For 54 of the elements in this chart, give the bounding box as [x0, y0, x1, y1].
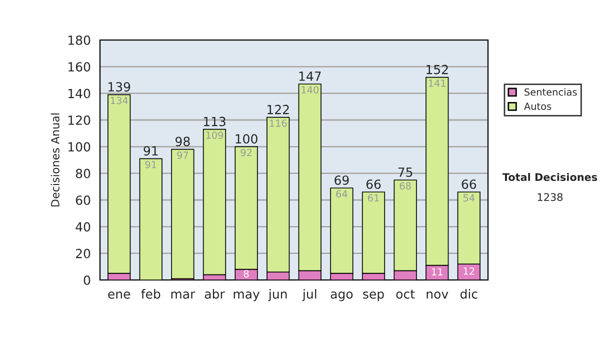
data-label: 12 — [464, 267, 474, 275]
data-label: 141 — [428, 80, 446, 87]
total-label: 69 — [334, 175, 349, 185]
y-tick-label: 160 — [68, 62, 90, 72]
legend-label: Autos — [524, 102, 552, 110]
data-label: 140 — [302, 86, 319, 94]
total-label: 98 — [176, 136, 190, 146]
y-tick-label: 60 — [76, 195, 90, 205]
data-label: 8 — [244, 270, 249, 278]
data-label: 91 — [145, 160, 156, 168]
y-axis-title: Decisiones Anual — [50, 114, 60, 206]
x-tick-label: dic — [460, 289, 478, 299]
y-tick-label: 40 — [76, 222, 90, 232]
data-label: 109 — [206, 132, 224, 139]
x-tick-label: ene — [108, 292, 130, 299]
data-label: 64 — [336, 190, 348, 198]
y-tick-label: 80 — [76, 168, 90, 178]
x-tick-label: jul — [302, 289, 316, 302]
data-label: 54 — [463, 194, 475, 202]
x-tick-label: sep — [363, 292, 384, 302]
data-label: 97 — [177, 152, 188, 159]
x-tick-label: ago — [330, 292, 353, 302]
total-label: 66 — [462, 179, 476, 189]
total-label: 113 — [204, 116, 226, 126]
data-label: 68 — [400, 182, 411, 190]
data-label: 134 — [110, 96, 128, 104]
total-label: 122 — [268, 104, 289, 114]
y-tick-label: 0 — [84, 275, 90, 285]
text: Total Decisiones — [502, 172, 598, 182]
x-tick-label: oct — [396, 290, 415, 299]
total-label: 147 — [299, 72, 321, 81]
y-tick-label: 20 — [76, 248, 90, 258]
x-tick-label: mar — [171, 292, 196, 299]
x-tick-label: jun — [268, 289, 287, 302]
y-tick-label: 140 — [68, 88, 90, 98]
legend-label: Sentencias — [524, 88, 577, 96]
total-label: 75 — [398, 168, 412, 177]
x-tick-label: may — [234, 292, 260, 302]
data-label: 116 — [270, 120, 287, 127]
total-label: 139 — [108, 82, 130, 92]
total-label: 152 — [426, 64, 448, 74]
data-label: 92 — [240, 148, 252, 156]
y-tick-label: 180 — [68, 35, 90, 45]
text: 1238 — [538, 193, 563, 202]
x-tick-label: abr — [204, 289, 225, 299]
x-tick-label: feb — [141, 289, 160, 299]
y-tick-label: 120 — [68, 115, 90, 125]
y-tick-label: 100 — [68, 142, 90, 152]
total-label: 91 — [144, 146, 158, 156]
x-tick-label: nov — [426, 292, 448, 299]
data-label: 11 — [432, 268, 442, 276]
total-label: 66 — [366, 179, 381, 189]
total-label: 100 — [236, 134, 258, 144]
data-label: 61 — [368, 194, 379, 202]
